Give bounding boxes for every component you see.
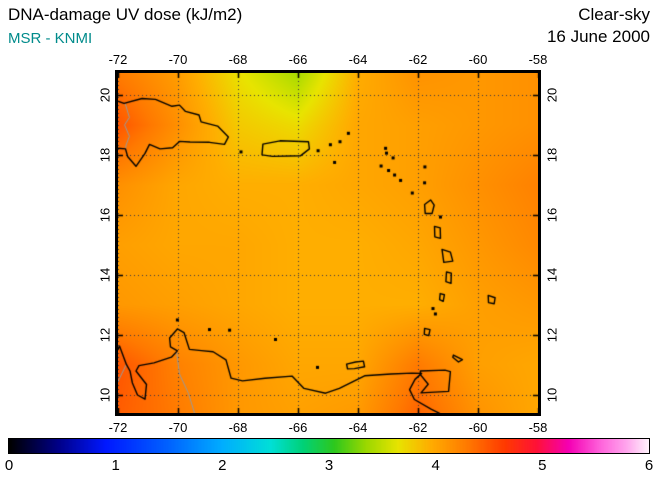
lat-tick-label-left: 20: [97, 87, 113, 103]
lon-tick-label-top: -62: [408, 52, 428, 67]
colorbar-tick-label: 5: [538, 457, 547, 474]
lat-tick-label-left: 16: [97, 207, 113, 223]
lon-tick-label-bottom: -58: [528, 420, 548, 435]
lon-tick-label-bottom: -60: [468, 420, 488, 435]
colorbar-canvas: [9, 439, 649, 453]
lat-tick-label-right: 10: [544, 387, 560, 403]
colorbar-frame: [8, 438, 650, 454]
lat-tick-label-left: 18: [97, 147, 113, 163]
lat-tick-label-left: 12: [97, 327, 113, 343]
lon-tick-label-bottom: -70: [168, 420, 188, 435]
colorbar-tick-label: 4: [431, 457, 440, 474]
colorbar-tick-label: 6: [644, 457, 654, 474]
lon-tick-label-top: -64: [348, 52, 368, 67]
lon-tick-label-top: -66: [288, 52, 308, 67]
lon-tick-label-top: -72: [108, 52, 128, 67]
sky-condition-label: Clear-sky: [578, 5, 650, 24]
lat-tick-label-right: 18: [544, 147, 560, 163]
lon-tick-label-bottom: -64: [348, 420, 368, 435]
map-frame: [115, 70, 541, 416]
date-label: 16 June 2000: [546, 27, 650, 46]
lon-tick-label-bottom: -72: [108, 420, 128, 435]
colorbar-tick-label: 3: [324, 457, 334, 474]
lon-tick-label-top: -60: [468, 52, 488, 67]
lat-tick-label-left: 10: [97, 387, 113, 403]
lon-tick-label-top: -68: [228, 52, 248, 67]
page-title: DNA-damage UV dose (kJ/m2): [8, 5, 243, 24]
lat-tick-label-right: 20: [544, 87, 560, 103]
lon-tick-label-top: -70: [168, 52, 188, 67]
lon-tick-label-bottom: -66: [288, 420, 308, 435]
lat-tick-label-right: 12: [544, 327, 560, 343]
colorbar-tick-label: 0: [4, 457, 14, 474]
lon-tick-label-bottom: -62: [408, 420, 428, 435]
lat-tick-label-right: 14: [544, 267, 560, 283]
lon-tick-label-top: -58: [528, 52, 548, 67]
map-canvas: [118, 73, 538, 413]
lon-tick-label-bottom: -68: [228, 420, 248, 435]
lat-tick-label-right: 16: [544, 207, 560, 223]
lat-tick-label-left: 14: [97, 267, 113, 283]
colorbar-tick-label: 1: [111, 457, 120, 474]
data-source-label: MSR - KNMI: [8, 30, 93, 47]
colorbar-tick-label: 2: [218, 457, 227, 474]
